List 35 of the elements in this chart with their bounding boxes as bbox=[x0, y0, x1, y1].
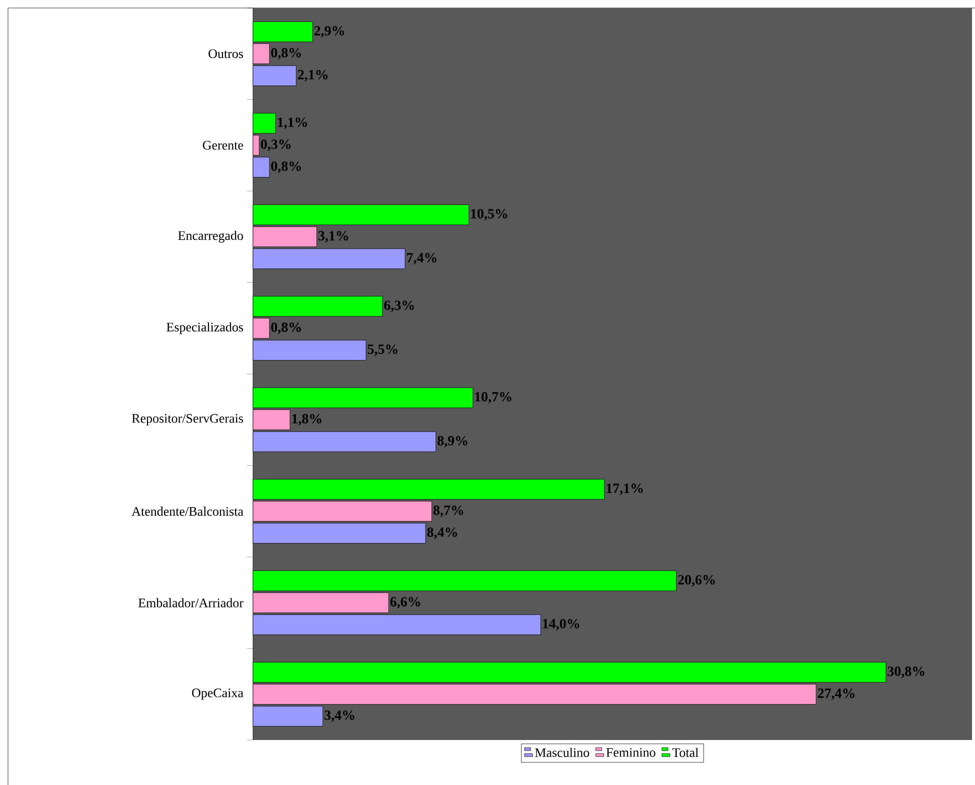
legend-label: Masculino bbox=[535, 748, 590, 757]
data-label: 0,8% bbox=[271, 161, 301, 173]
y-tick-label: Atendente/Balconista bbox=[132, 506, 244, 516]
data-label: 8,7% bbox=[433, 506, 464, 517]
data-label: 14,0% bbox=[543, 618, 580, 630]
legend-label: Total bbox=[672, 748, 698, 757]
data-label: 20,6% bbox=[678, 575, 715, 587]
data-label: 27,4% bbox=[818, 688, 854, 700]
data-label: 10,7% bbox=[475, 392, 512, 404]
y-tick-label: OpeCaixa bbox=[192, 688, 244, 700]
data-label: 7,4% bbox=[407, 252, 436, 264]
data-label: 17,1% bbox=[606, 484, 643, 496]
data-label: 0,8% bbox=[271, 322, 301, 334]
y-tick-label: Embalador/Arriador bbox=[138, 598, 244, 608]
legend-label: Feminino bbox=[606, 748, 656, 757]
data-label: 1,8% bbox=[292, 414, 322, 426]
y-tick-label: Especializados bbox=[166, 322, 244, 334]
data-label: 2,9% bbox=[314, 26, 344, 38]
data-label: 8,9% bbox=[438, 436, 468, 448]
data-label: 3,4% bbox=[324, 710, 354, 722]
y-tick-label: Repositor/ServGerais bbox=[132, 414, 244, 426]
y-tick-label: Outros bbox=[208, 49, 244, 58]
data-label: 5,5% bbox=[368, 344, 398, 356]
data-label: 10,5% bbox=[471, 209, 508, 221]
data-label: 8,4% bbox=[427, 527, 458, 539]
y-tick-label: Encarregado bbox=[178, 230, 243, 243]
data-label: 30,8% bbox=[888, 666, 924, 678]
data-label: 3,1% bbox=[318, 231, 348, 242]
y-tick-label: Gerente bbox=[202, 140, 244, 150]
data-label: 6,6% bbox=[390, 597, 420, 608]
data-label: 2,1% bbox=[298, 70, 328, 82]
data-label: 0,8% bbox=[271, 48, 301, 60]
data-label: 1,1% bbox=[278, 118, 307, 130]
data-label: 0,3% bbox=[260, 140, 291, 151]
data-label: 6,3% bbox=[384, 300, 414, 312]
